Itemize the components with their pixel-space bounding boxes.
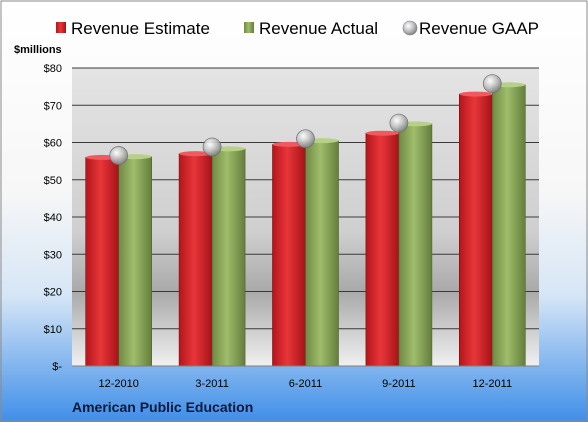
bars xyxy=(85,82,526,367)
legend-label: Revenue Actual xyxy=(259,19,378,38)
y-tick-label: $10 xyxy=(44,324,62,336)
x-tick-label: 12-2010 xyxy=(99,378,139,390)
bar-revenue-estimate xyxy=(272,144,306,367)
y-tick-label: $- xyxy=(52,361,62,373)
y-tick-label: $40 xyxy=(44,212,62,224)
bar-revenue-actual xyxy=(398,123,433,367)
x-tick-label: 9-2011 xyxy=(382,378,415,390)
bar-top-revenue-estimate xyxy=(459,91,493,97)
y-axis-ticks: $- $10 $20 $30 $40 $50 $60 $70 $80 xyxy=(44,63,63,373)
bar-revenue-estimate xyxy=(85,157,119,367)
marker-revenue-gaap xyxy=(109,146,129,165)
legend-swatch xyxy=(56,22,66,33)
y-tick-label: $50 xyxy=(44,175,62,187)
legend-swatch xyxy=(402,20,418,36)
marker-revenue-gaap xyxy=(296,129,315,149)
y-tick-label: $60 xyxy=(44,138,62,150)
bar-revenue-actual xyxy=(118,156,152,367)
x-tick-label: 6-2011 xyxy=(289,378,322,390)
bar-top-revenue-estimate xyxy=(179,151,213,157)
y-tick-label: $70 xyxy=(44,100,62,112)
x-axis-ticks: 12-2010 3-2011 6-2011 9-2011 12-2011 xyxy=(99,378,513,390)
bar-top-revenue-estimate xyxy=(365,130,399,136)
x-tick-label: 12-2011 xyxy=(473,378,513,390)
bar-revenue-actual xyxy=(491,84,526,367)
legend-label: Revenue GAAP xyxy=(419,19,539,38)
gaap-markers xyxy=(109,74,502,165)
bar-revenue-actual xyxy=(211,148,246,367)
y-axis-label: $millions xyxy=(14,44,62,56)
bar-revenue-estimate xyxy=(365,132,400,367)
y-tick-label: $20 xyxy=(44,287,62,299)
chart-title: American Public Education xyxy=(72,399,253,415)
x-tick-label: 3-2011 xyxy=(195,378,228,390)
marker-revenue-gaap xyxy=(482,74,502,94)
legend-label: Revenue Estimate xyxy=(71,19,210,38)
y-tick-label: $30 xyxy=(44,249,62,261)
marker-revenue-gaap xyxy=(389,113,409,133)
bar-revenue-estimate xyxy=(458,93,493,367)
bar-revenue-actual xyxy=(305,140,339,367)
legend: Revenue Estimate Revenue Actual Revenue GA… xyxy=(56,19,539,38)
legend-swatch xyxy=(244,22,254,33)
bar-revenue-estimate xyxy=(178,153,213,367)
y-tick-label: $80 xyxy=(44,63,62,75)
marker-revenue-gaap xyxy=(202,137,222,157)
